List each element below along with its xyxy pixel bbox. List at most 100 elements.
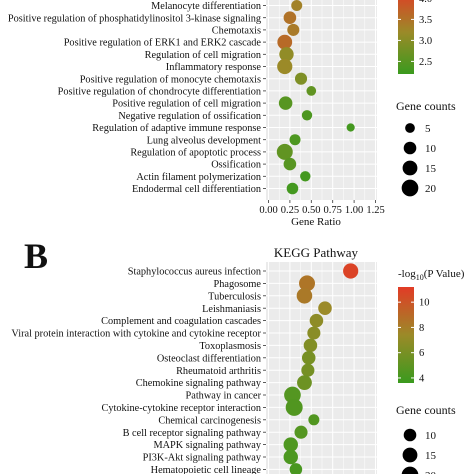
term-label: Complement and coagulation cascades (101, 316, 261, 327)
data-point (289, 134, 301, 146)
size-legend-label: 20 (425, 470, 437, 474)
color-bar (398, 287, 414, 383)
size-legend-dot (405, 123, 415, 133)
term-label: PI3K-Akt signaling pathway (143, 453, 262, 464)
term-label: Positive regulation of phosphatidylinosi… (8, 13, 261, 24)
term-label: Positive regulation of chondrocyte diffe… (58, 87, 261, 98)
data-point (277, 34, 293, 50)
term-label: Regulation of apoptotic process (130, 148, 261, 159)
data-point (283, 11, 297, 25)
data-point (291, 0, 303, 11)
term-label: Leishmaniasis (202, 304, 261, 315)
x-axis-label: Gene Ratio (291, 216, 341, 228)
size-legend-dot (401, 466, 419, 474)
size-legend-label: 20 (425, 183, 437, 195)
data-point (309, 313, 324, 328)
term-label: Osteoclast differentiation (157, 353, 261, 364)
data-point (283, 449, 298, 465)
data-point (300, 171, 311, 182)
size-legend-title: Gene counts (396, 403, 456, 417)
size-legend-dot (403, 141, 417, 155)
term-label: Tuberculosis (208, 291, 261, 302)
data-point (297, 375, 312, 391)
term-label: Positive regulation of ERK1 and ERK2 cas… (64, 38, 262, 49)
data-point (286, 182, 299, 195)
x-tick-label: 0.50 (302, 205, 320, 216)
size-legend-label: 10 (425, 430, 437, 442)
term-label: MAPK signaling pathway (153, 440, 261, 451)
data-point (284, 386, 301, 404)
size-legend-dot (401, 179, 419, 197)
color-legend-title: -log10(P Value) (398, 268, 465, 282)
size-legend: 5 10 15 20 (401, 123, 437, 197)
size-legend-dot (402, 160, 418, 176)
data-point (283, 157, 297, 171)
term-label: Lung alveolus development (147, 135, 262, 146)
term-label: Pathway in cancer (186, 391, 262, 402)
data-point (285, 398, 303, 416)
color-bar-tick-label: 6 (419, 348, 424, 359)
term-label: Regulation of adaptive immune response (92, 123, 261, 134)
chart-title: KEGG Pathway (274, 245, 359, 260)
term-label: Rheumatoid arthritis (176, 366, 261, 377)
x-tick-label: 0.75 (324, 205, 342, 216)
x-tick-label: 0.25 (281, 205, 299, 216)
data-point (278, 96, 293, 110)
data-point (279, 47, 294, 62)
data-point (318, 301, 332, 315)
data-point (294, 72, 308, 85)
data-point (289, 463, 303, 474)
term-label: Regulation of cell migration (145, 50, 261, 61)
points (283, 263, 359, 474)
data-point (301, 110, 313, 121)
x-tick-labels: 0.00 0.25 0.50 0.75 1.00 1.25 (259, 200, 385, 216)
data-point (346, 123, 355, 132)
term-label: Negative regulation of ossification (118, 111, 261, 122)
data-point (303, 338, 318, 353)
term-label: Endodermal cell differentiation (132, 184, 261, 195)
color-bar-tick-label: 4.0 (419, 0, 432, 5)
plot-area (266, 262, 377, 474)
term-label: Ossification (211, 160, 261, 171)
term-label: Positive regulation of cell migration (112, 99, 261, 110)
data-point (277, 58, 293, 75)
data-point (301, 351, 316, 365)
grid (263, 262, 377, 474)
data-point (308, 414, 320, 426)
x-tick-label: 1.25 (366, 205, 384, 216)
size-legend-dot (402, 447, 418, 463)
term-label: Hematopoietic cell lineage (151, 465, 262, 474)
size-legend-label: 10 (425, 143, 437, 155)
size-legend-dot (403, 428, 417, 442)
size-legend-label: 5 (425, 123, 431, 135)
term-label: Toxoplasmosis (199, 341, 261, 352)
term-label: Chemical carcinogenesis (158, 415, 261, 426)
data-point (287, 23, 300, 36)
x-tick-label: 0.00 (259, 205, 277, 216)
color-bar-tick-label: 3.0 (419, 36, 432, 47)
color-bar-tick-labels: 10 8 6 4 (398, 298, 430, 384)
term-label: Chemokine signaling pathway (136, 378, 262, 389)
term-label: Viral protein interaction with cytokine … (11, 329, 261, 340)
color-bar-tick-label: 2.5 (419, 57, 432, 68)
data-point (283, 437, 298, 452)
term-label: Chemotaxis (212, 26, 261, 37)
term-label: Actin filament polymerization (136, 172, 261, 183)
data-point (294, 425, 308, 439)
color-bar-tick-label: 10 (419, 298, 430, 309)
term-label: Positive regulation of monocyte chemotax… (80, 74, 261, 85)
size-legend: 10 15 20 (401, 428, 437, 474)
color-bar-tick-label: 8 (419, 323, 424, 334)
x-tick-label: 1.00 (345, 205, 363, 216)
color-bar (398, 0, 414, 74)
color-bar-tick-labels: 4.0 3.5 3.0 2.5 (398, 0, 432, 68)
data-point (299, 275, 315, 292)
term-label: Staphylococcus aureus infection (128, 267, 261, 278)
data-point (307, 326, 321, 340)
term-labels: Staphylococcus aureus infectionPhagosome… (11, 267, 261, 474)
kegg-panel: B KEGG Pathway Staphylococcus aureus inf… (11, 236, 465, 474)
panel-label: B (24, 236, 48, 276)
